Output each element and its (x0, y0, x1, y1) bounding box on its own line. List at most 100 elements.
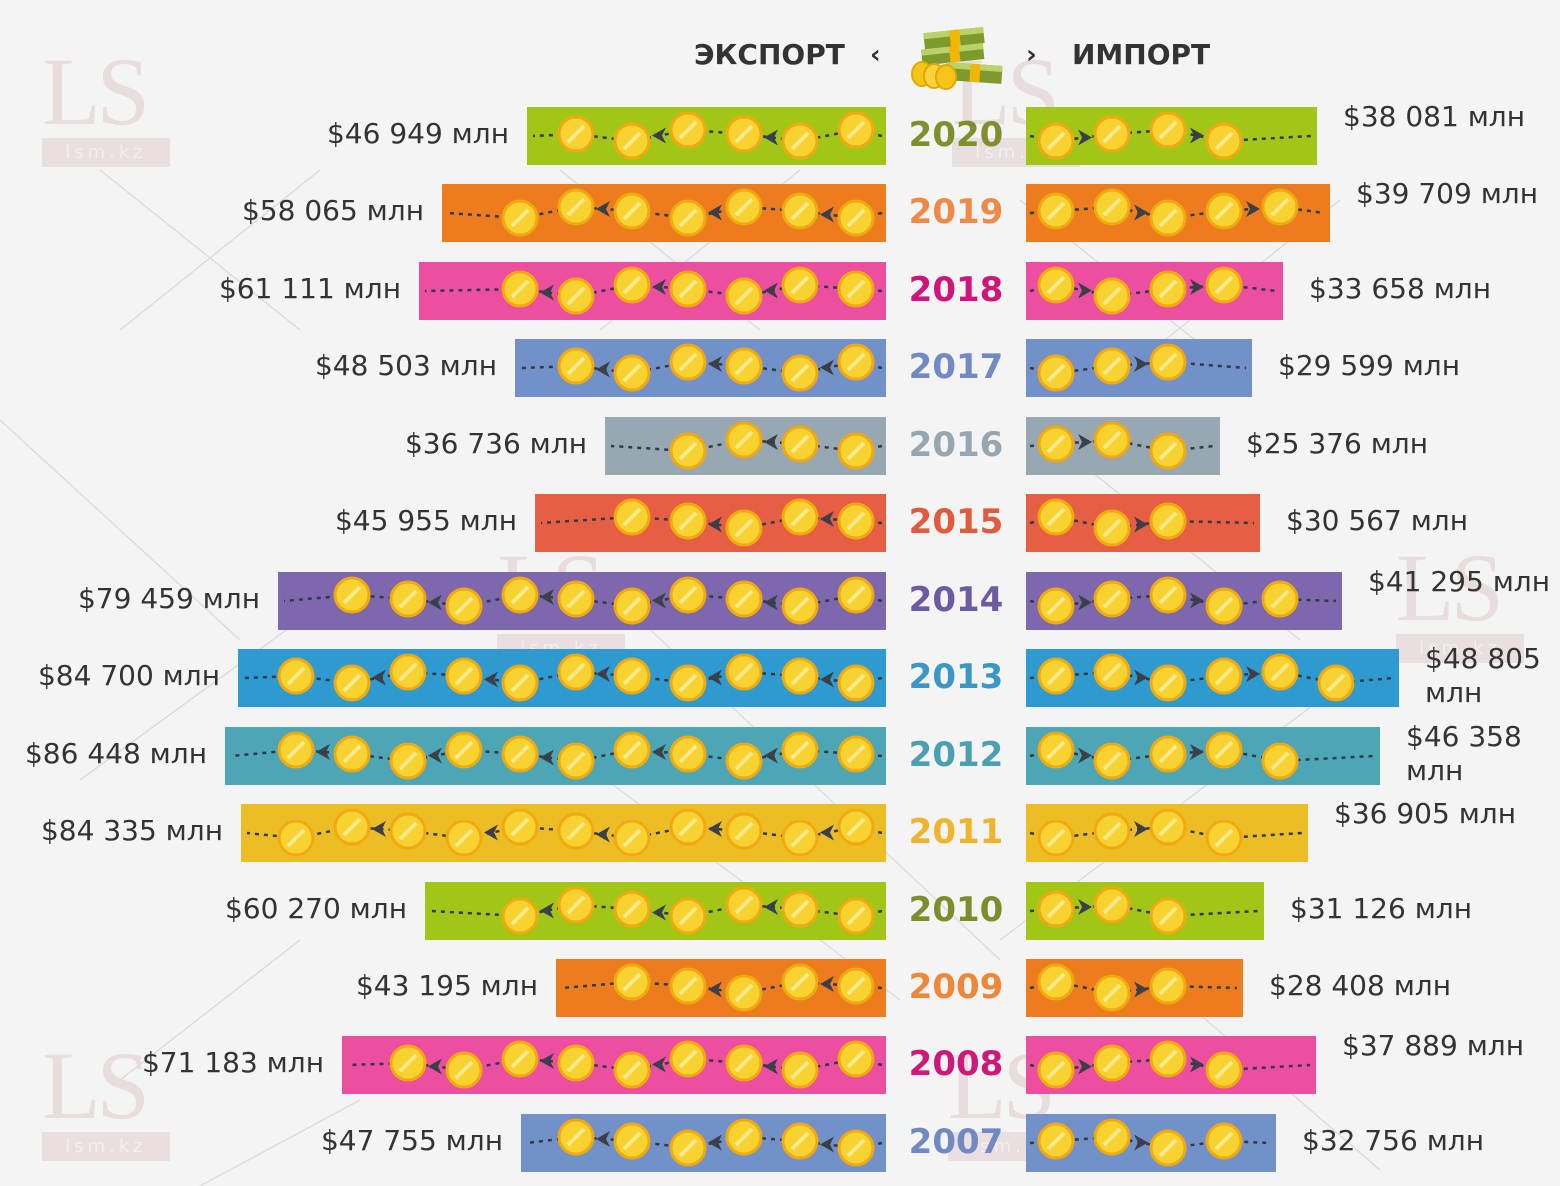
year-label: 2016 (908, 424, 1004, 465)
coin-icon (445, 819, 483, 857)
import-value-label: $30 567 млн (1286, 504, 1469, 538)
import-value-label: $36 905 млн (1334, 797, 1517, 831)
coin-icon (669, 808, 707, 846)
coin-icon (1037, 354, 1075, 392)
coin-icon (277, 819, 315, 857)
export-value-label: $36 736 млн (404, 426, 587, 460)
coin-icon (669, 664, 707, 702)
coin-icon (613, 1051, 651, 1089)
export-value-label: $60 270 млн (224, 891, 407, 925)
coin-icon (725, 812, 763, 850)
plane-icon (1078, 129, 1092, 146)
coin-icon (1093, 886, 1131, 924)
coin-icon (669, 1129, 707, 1167)
export-bar-2012 (225, 727, 886, 789)
coin-icon (669, 576, 707, 614)
plane-icon (540, 1053, 554, 1069)
coin-icon (781, 587, 819, 625)
coin-icon (781, 890, 819, 928)
import-value-label: $31 126 млн (1290, 891, 1473, 925)
coin-icon (1093, 974, 1131, 1012)
import-value-label: $39 709 млн (1356, 177, 1539, 211)
bar-fill (1026, 727, 1380, 785)
plane-icon (708, 356, 722, 372)
plane-icon (1190, 592, 1204, 609)
coin-icon (1093, 580, 1131, 618)
export-bar-2010 (425, 882, 886, 944)
coin-icon (613, 963, 651, 1001)
coin-icon (1037, 425, 1075, 463)
year-label: 2019 (908, 192, 1004, 233)
coin-icon (1317, 664, 1355, 702)
plane-icon (1078, 1058, 1092, 1075)
import-value-label: $37 889 млн (1342, 1029, 1525, 1063)
coin-icon (1261, 742, 1299, 780)
plane-icon (1134, 356, 1148, 372)
coin-icon (1149, 664, 1187, 702)
coin-icon (837, 576, 875, 614)
coin-icon (1149, 967, 1187, 1005)
coin-icon (781, 963, 819, 1001)
coin-icon (613, 192, 651, 230)
import-bar-2014 (1026, 572, 1342, 634)
coin-icon (1205, 1051, 1243, 1089)
coin-icon (1205, 731, 1243, 769)
coin-icon (1205, 192, 1243, 230)
coin-icon (557, 1118, 595, 1156)
plane-icon (1078, 594, 1092, 611)
coin-icon (613, 122, 651, 160)
flight-path (1029, 283, 1278, 298)
coin-icon (837, 1129, 875, 1167)
coin-icon (837, 270, 875, 308)
coin-icon (1149, 343, 1187, 381)
coin-icon (725, 1044, 763, 1082)
money-stack-icon (911, 27, 1003, 90)
coin-icon (1149, 1040, 1187, 1078)
year-label: 2017 (908, 347, 1004, 388)
plane-icon (764, 899, 778, 915)
coin-icon (333, 576, 371, 614)
coin-icon (669, 270, 707, 308)
export-value-label: $46 949 млн (326, 117, 509, 150)
plane-icon (428, 1058, 442, 1075)
coin-icon (669, 502, 707, 540)
coin-icon (277, 657, 315, 695)
import-bar-2017 (1026, 339, 1252, 401)
coin-icon (1149, 897, 1187, 935)
export-bar-2015 (535, 494, 886, 556)
plane-icon (708, 516, 722, 533)
coin-icon (837, 1040, 875, 1078)
plane-icon (708, 204, 722, 221)
plane-icon (820, 671, 834, 688)
coin-icon (1261, 188, 1299, 226)
plane-icon (820, 976, 834, 992)
chevron-left-icon: ‹ (870, 40, 881, 70)
coin-icon (1205, 266, 1243, 304)
coin-icon (1093, 188, 1131, 226)
export-bar-2014 (278, 572, 886, 634)
import-value-label: $41 295 млн (1368, 564, 1551, 598)
coin-icon (781, 354, 819, 392)
plane-icon (652, 592, 666, 609)
import-value-label: $38 081 млн (1343, 100, 1526, 133)
plane-icon (764, 1058, 778, 1075)
year-label: 2010 (908, 889, 1004, 930)
coin-icon (1037, 731, 1075, 769)
export-value-label: $45 955 млн (334, 504, 517, 538)
coin-icon (781, 266, 819, 304)
coin-icon (1037, 498, 1075, 536)
import-bar-2016 (1026, 417, 1220, 479)
coin-icon (1093, 421, 1131, 459)
year-label: 2012 (908, 734, 1004, 775)
export-bar-2009 (556, 959, 886, 1021)
coin-icon (725, 509, 763, 547)
import-value-label: $25 376 млн (1246, 426, 1429, 460)
plane-icon (596, 826, 610, 843)
coin-icon (725, 580, 763, 618)
year-label: 2018 (908, 269, 1004, 310)
coin-icon (1037, 1051, 1075, 1089)
export-value-label: $71 183 млн (141, 1046, 324, 1080)
coin-icon (613, 354, 651, 392)
plane-icon (652, 744, 666, 760)
export-value-label: $47 755 млн (320, 1123, 503, 1157)
